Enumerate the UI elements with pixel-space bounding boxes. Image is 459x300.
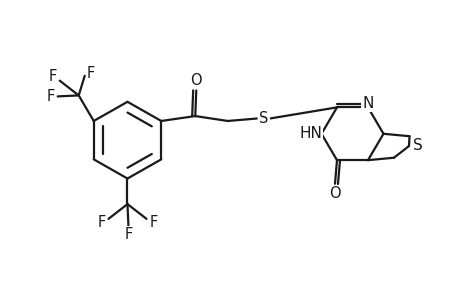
Text: F: F (124, 227, 132, 242)
Text: HN: HN (298, 126, 321, 141)
Text: N: N (362, 96, 373, 111)
Text: F: F (87, 66, 95, 81)
Text: O: O (190, 73, 202, 88)
Text: F: F (97, 215, 106, 230)
Text: F: F (49, 69, 57, 84)
Text: S: S (412, 139, 421, 154)
Text: F: F (149, 215, 157, 230)
Text: F: F (46, 89, 55, 104)
Text: O: O (329, 186, 340, 201)
Text: S: S (258, 111, 268, 126)
